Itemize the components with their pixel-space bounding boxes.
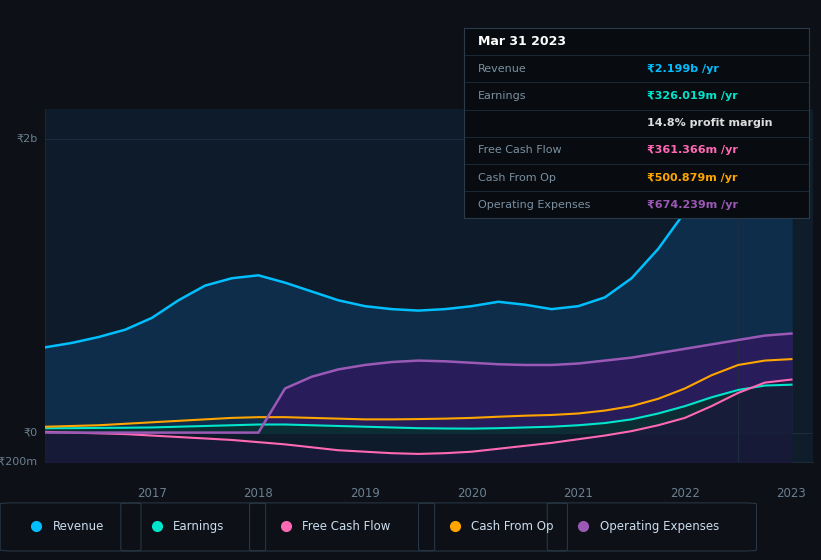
Text: Mar 31 2023: Mar 31 2023	[478, 35, 566, 48]
Text: Operating Expenses: Operating Expenses	[599, 520, 719, 533]
Text: Free Cash Flow: Free Cash Flow	[478, 146, 562, 155]
Text: ₹326.019m /yr: ₹326.019m /yr	[647, 91, 737, 101]
Text: Earnings: Earnings	[173, 520, 224, 533]
Text: 2017: 2017	[137, 487, 167, 500]
Bar	[738, 109, 813, 462]
Text: 2019: 2019	[350, 487, 380, 500]
Text: 2021: 2021	[563, 487, 593, 500]
Text: ₹2b: ₹2b	[16, 134, 38, 143]
Text: ₹500.879m /yr: ₹500.879m /yr	[647, 172, 737, 183]
Text: Cash From Op: Cash From Op	[471, 520, 553, 533]
Text: -₹200m: -₹200m	[0, 457, 38, 467]
Text: ₹2.199b /yr: ₹2.199b /yr	[647, 64, 718, 74]
Text: 2023: 2023	[777, 487, 806, 500]
Text: 2022: 2022	[670, 487, 699, 500]
Text: ₹674.239m /yr: ₹674.239m /yr	[647, 200, 737, 210]
Text: Operating Expenses: Operating Expenses	[478, 200, 590, 210]
Text: 2020: 2020	[456, 487, 487, 500]
Text: Revenue: Revenue	[53, 520, 103, 533]
Text: Free Cash Flow: Free Cash Flow	[302, 520, 390, 533]
Text: ₹361.366m /yr: ₹361.366m /yr	[647, 146, 737, 155]
Text: 14.8% profit margin: 14.8% profit margin	[647, 118, 772, 128]
Text: Cash From Op: Cash From Op	[478, 172, 556, 183]
Text: Revenue: Revenue	[478, 64, 526, 74]
Text: ₹0: ₹0	[23, 428, 38, 437]
Text: Earnings: Earnings	[478, 91, 526, 101]
Text: 2018: 2018	[244, 487, 273, 500]
